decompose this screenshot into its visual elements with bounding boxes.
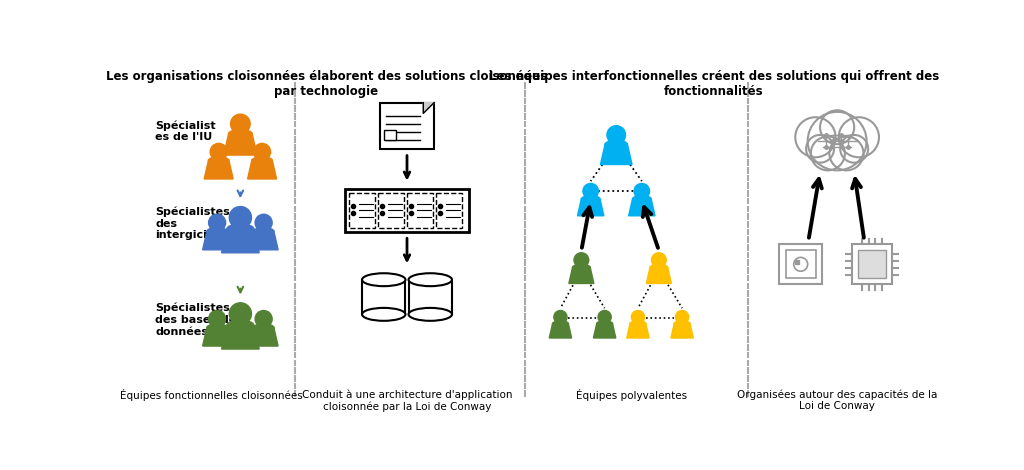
Circle shape (210, 143, 227, 160)
Polygon shape (223, 133, 257, 155)
Ellipse shape (207, 228, 227, 235)
Ellipse shape (207, 324, 227, 331)
Circle shape (841, 135, 868, 163)
Text: Équipes polyvalentes: Équipes polyvalentes (577, 389, 687, 401)
Ellipse shape (674, 321, 690, 326)
Circle shape (574, 253, 589, 267)
Ellipse shape (252, 157, 272, 164)
Polygon shape (221, 228, 259, 253)
Ellipse shape (209, 157, 229, 164)
Circle shape (634, 183, 649, 199)
Ellipse shape (633, 196, 651, 202)
Circle shape (209, 214, 225, 231)
Circle shape (209, 311, 225, 328)
Polygon shape (578, 199, 604, 216)
Text: Spécialist
es de l'IU: Spécialist es de l'IU (155, 120, 216, 142)
Ellipse shape (553, 321, 568, 326)
Ellipse shape (572, 265, 590, 270)
FancyBboxPatch shape (407, 193, 433, 228)
Polygon shape (627, 323, 649, 338)
Circle shape (632, 311, 644, 323)
Polygon shape (646, 267, 672, 283)
Circle shape (811, 136, 845, 170)
FancyBboxPatch shape (779, 244, 822, 284)
FancyBboxPatch shape (378, 193, 403, 228)
Circle shape (806, 135, 834, 163)
Circle shape (598, 311, 611, 323)
Circle shape (229, 206, 252, 228)
Ellipse shape (362, 308, 406, 321)
FancyBboxPatch shape (785, 251, 816, 278)
Circle shape (254, 143, 270, 160)
Ellipse shape (362, 273, 406, 286)
Circle shape (796, 117, 836, 157)
Circle shape (583, 183, 598, 199)
Polygon shape (249, 328, 279, 346)
FancyBboxPatch shape (362, 280, 406, 314)
Circle shape (808, 112, 866, 170)
FancyBboxPatch shape (436, 193, 462, 228)
Polygon shape (248, 160, 276, 179)
FancyBboxPatch shape (852, 244, 892, 284)
Ellipse shape (228, 130, 252, 138)
Text: Les organisations cloisonnées élaborent des solutions cloisonnées
par technologi: Les organisations cloisonnées élaborent … (105, 70, 547, 98)
Ellipse shape (227, 224, 254, 233)
Polygon shape (600, 144, 632, 164)
Ellipse shape (597, 321, 612, 326)
Polygon shape (423, 102, 434, 113)
Text: Équipes fonctionnelles cloisonnées: Équipes fonctionnelles cloisonnées (120, 389, 302, 401)
Polygon shape (594, 323, 615, 338)
Text: Spécialistes
des
intergiciels: Spécialistes des intergiciels (155, 207, 229, 240)
Text: Spécialistes
des bases de
données: Spécialistes des bases de données (155, 303, 237, 337)
Polygon shape (549, 323, 571, 338)
Polygon shape (249, 231, 279, 250)
Circle shape (829, 136, 863, 170)
Ellipse shape (605, 141, 628, 148)
Ellipse shape (650, 265, 668, 270)
Circle shape (839, 117, 879, 157)
Ellipse shape (227, 321, 254, 329)
Polygon shape (203, 231, 231, 250)
Ellipse shape (409, 273, 452, 286)
FancyBboxPatch shape (380, 102, 434, 149)
FancyBboxPatch shape (345, 189, 469, 232)
Circle shape (651, 253, 667, 267)
Text: Conduit à une architecture d'application
cloisonnée par la Loi de Conway: Conduit à une architecture d'application… (302, 389, 512, 412)
Polygon shape (629, 199, 655, 216)
FancyBboxPatch shape (409, 280, 452, 314)
Polygon shape (671, 323, 693, 338)
FancyBboxPatch shape (858, 251, 886, 278)
Circle shape (607, 125, 626, 144)
Circle shape (676, 311, 689, 323)
Polygon shape (221, 325, 259, 349)
Polygon shape (204, 160, 233, 179)
Ellipse shape (582, 196, 600, 202)
Circle shape (820, 110, 854, 144)
Polygon shape (569, 267, 594, 283)
Text: Organisées autour des capacités de la
Loi de Conway: Organisées autour des capacités de la Lo… (737, 389, 937, 411)
Circle shape (794, 258, 808, 271)
Ellipse shape (630, 321, 646, 326)
Ellipse shape (253, 324, 273, 331)
Polygon shape (203, 328, 231, 346)
Circle shape (255, 214, 272, 231)
FancyBboxPatch shape (349, 193, 375, 228)
Circle shape (229, 303, 252, 325)
Circle shape (554, 311, 567, 323)
Circle shape (255, 311, 272, 328)
Ellipse shape (253, 228, 273, 235)
FancyBboxPatch shape (384, 130, 396, 141)
Text: Les équipes interfonctionnelles créent des solutions qui offrent des
fonctionnal: Les équipes interfonctionnelles créent d… (488, 70, 939, 98)
Circle shape (230, 114, 250, 133)
Ellipse shape (409, 308, 452, 321)
